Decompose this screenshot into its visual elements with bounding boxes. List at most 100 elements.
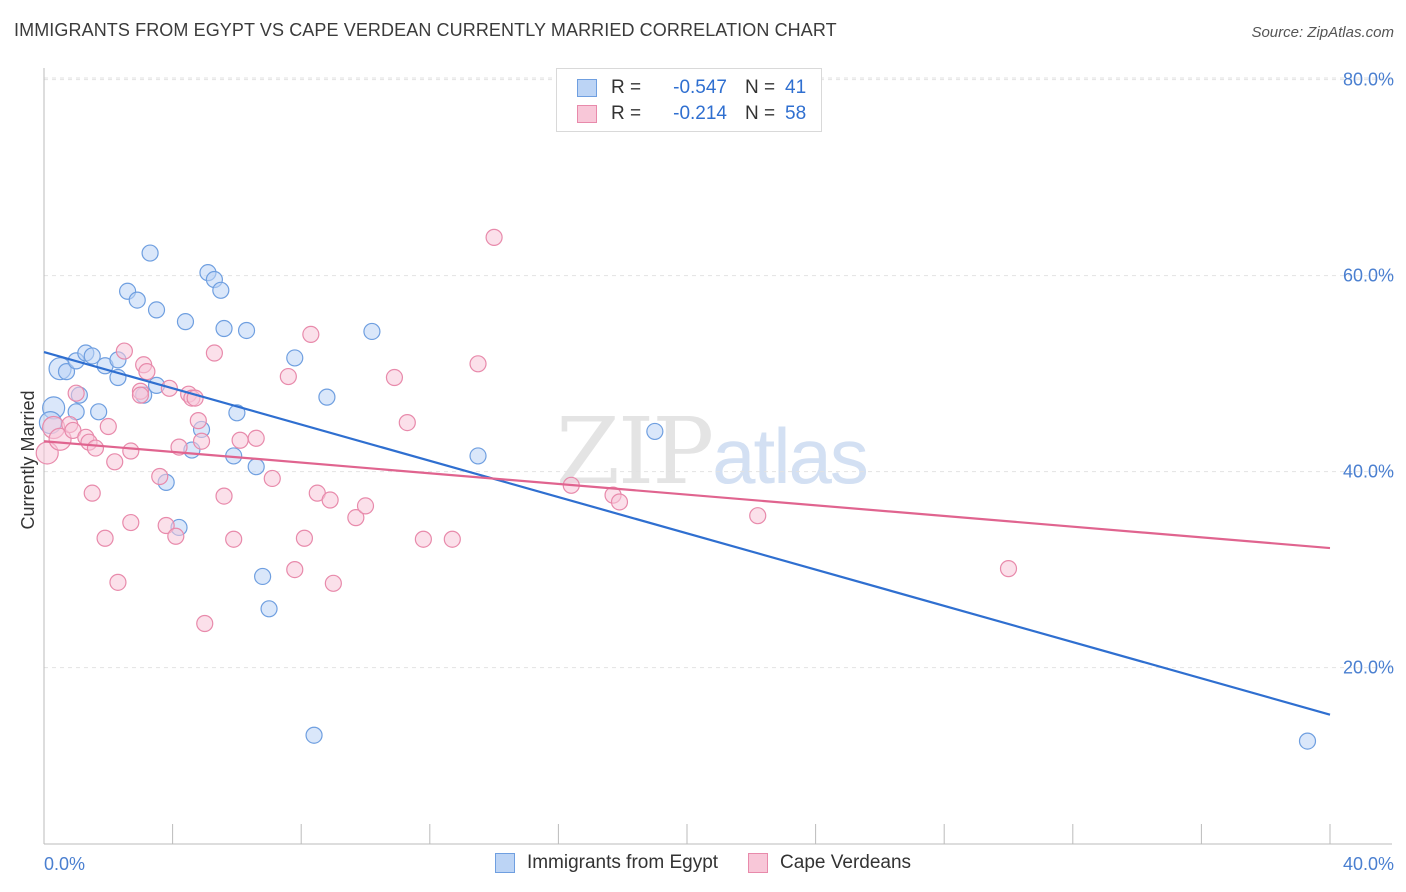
cape-point [115,342,133,360]
cape-point [385,368,404,387]
egypt-point [83,347,101,365]
cape-swatch [577,105,597,123]
egypt-legend-swatch [494,853,515,873]
cape-point [67,384,85,402]
cape-point [151,467,169,486]
egypt-point [363,322,381,341]
legend-row-cape: R = -0.214 N = 58 [577,103,806,125]
egypt-point [228,404,246,422]
cape-point [610,493,629,511]
cape-point [99,417,117,436]
egypt-point [147,301,166,319]
egypt-swatch [577,79,597,97]
cape-point [247,429,265,447]
egypt-point [237,321,256,340]
cape-point [196,614,214,633]
chart-source: Source: ZipAtlas.com [1251,24,1394,41]
cape-point [279,367,297,386]
cape-point [225,530,243,548]
cape-point [231,431,249,449]
legend-item-cape[interactable]: Cape Verdeans [748,852,911,874]
stats-legend: R = -0.547 N = 41 R = -0.214 N = 58 [556,68,822,132]
watermark: ZIPatlas [556,398,869,505]
egypt-trend-line [43,350,1331,716]
y-tick-label: 80.0% [1343,70,1394,90]
cape-point [414,530,432,548]
cape-point [443,530,461,548]
cape-legend-label: Cape Verdeans [780,852,912,873]
egypt-point [254,567,272,586]
egypt-point [1298,732,1317,750]
y-tick-label: 20.0% [1343,658,1394,678]
egypt-point [128,291,146,309]
cape-point [324,574,342,592]
cape-point [122,513,140,532]
egypt-point [215,319,233,338]
egypt-point [141,244,159,262]
egypt-point [176,313,195,331]
y-tick-label: 60.0% [1343,266,1394,286]
egypt-point [260,600,278,618]
egypt-point [212,281,230,299]
y-tick-label: 40.0% [1343,462,1394,482]
cape-point [215,487,233,505]
trend-lines [43,350,1331,716]
cape-point [263,469,281,488]
cape-legend-swatch [748,853,769,873]
egypt-point [469,447,487,465]
legend-n-value: 58 [785,103,807,124]
legend-r-value: -0.547 [673,77,727,98]
egypt-point [286,349,304,367]
legend-n-label: N = [745,103,776,124]
y-tick-labels: 20.0% 40.0% 60.0% 80.0% [1343,70,1394,678]
egypt-point [646,422,664,441]
cape-point [347,509,365,527]
x-tick-label-max: 40.0% [1343,854,1394,874]
cape-point [83,484,101,502]
grid-lines [44,77,1392,669]
cape-point [96,529,114,547]
legend-n-value: 41 [785,77,807,98]
cape-point [109,573,127,591]
egypt-point [247,458,265,476]
legend-item-egypt[interactable]: Immigrants from Egypt [494,852,719,874]
cape-point [205,344,223,362]
cape-point [321,491,339,509]
x-tick-label-min: 0.0% [44,854,85,874]
cape-point [398,414,416,432]
egypt-legend-label: Immigrants from Egypt [526,852,719,873]
egypt-point [57,363,76,381]
cape-point [999,560,1018,578]
cape-point [302,325,320,343]
y-axis-title: Currently Married [18,390,38,529]
axes [43,68,1392,845]
cape-point [286,560,304,579]
cape-point [356,497,375,515]
cape-point [189,412,207,430]
series-legend: Immigrants from Egypt Cape Verdeans [0,852,1406,874]
egypt-point [305,726,323,744]
watermark-zip: ZIP [556,398,714,505]
cape-point [295,529,314,547]
egypt-point [90,403,108,421]
legend-r-value: -0.214 [673,103,727,124]
cape-point [122,442,140,460]
legend-n-label: N = [745,77,776,98]
egypt-point [318,388,336,406]
cape-trend-line [43,440,1331,550]
cape-point [106,453,124,471]
watermark-atlas: atlas [712,412,869,500]
cape-point [131,386,150,404]
chart-title: IMMIGRANTS FROM EGYPT VS CAPE VERDEAN CU… [14,20,837,40]
x-ticks [43,824,1331,844]
legend-r-label: R = [611,103,642,124]
cape-point [749,507,767,525]
cape-point [469,355,487,373]
cape-point [485,228,503,246]
series-cape-points [35,228,1018,633]
cape-point [192,432,211,450]
legend-r-label: R = [611,77,642,98]
legend-row-egypt: R = -0.547 N = 41 [577,77,806,99]
cape-point [138,363,156,381]
